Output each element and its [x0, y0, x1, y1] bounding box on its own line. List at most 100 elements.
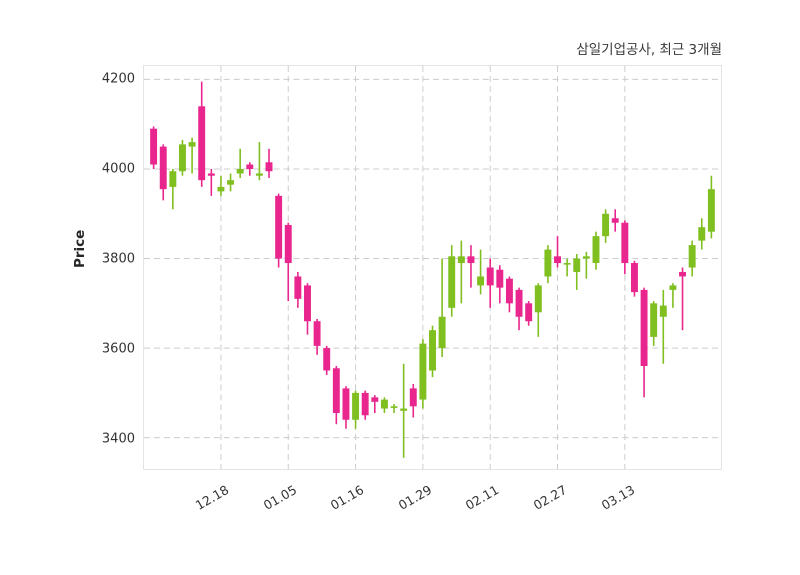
- x-axis-tick-label: 12.18: [192, 482, 232, 513]
- candlestick: [246, 162, 254, 176]
- candlestick: [275, 193, 283, 268]
- candlestick: [332, 366, 340, 425]
- candle-body: [438, 316, 446, 349]
- candle-body: [650, 303, 658, 337]
- x-axis-tick-label: 01.16: [328, 482, 367, 513]
- candlestick: [380, 397, 388, 414]
- candle-body: [409, 388, 417, 407]
- candlestick: [640, 287, 648, 398]
- candle-body: [486, 267, 494, 286]
- candle-body: [525, 303, 533, 322]
- plot-area: [143, 65, 722, 470]
- candle-body: [496, 269, 504, 288]
- candlestick: [304, 283, 311, 335]
- y-axis-tick-label: 4000: [101, 161, 135, 176]
- candlestick: [534, 283, 542, 337]
- candle-body: [255, 173, 263, 176]
- candle-body: [457, 256, 465, 264]
- candlestick: [227, 173, 235, 192]
- candle-body: [275, 195, 283, 259]
- candle-body: [429, 330, 436, 371]
- candlestick: [429, 325, 436, 378]
- candle-body: [669, 285, 677, 290]
- chart-title: 삼일기업공사, 최근 3개월: [576, 42, 722, 58]
- candle-body: [169, 171, 177, 187]
- candle-body: [602, 213, 610, 237]
- candle-body: [207, 173, 215, 176]
- candle-body: [659, 305, 667, 317]
- candlestick: [217, 175, 225, 196]
- candlestick: [207, 168, 215, 196]
- candlestick: [448, 245, 456, 317]
- y-axis-tick-label: 3400: [101, 431, 135, 446]
- candlestick: [659, 289, 667, 364]
- candle-body: [563, 263, 571, 265]
- candle-body: [217, 186, 225, 192]
- candle-body: [592, 236, 600, 264]
- candle-body: [246, 164, 254, 169]
- candle-body: [707, 189, 715, 232]
- candle-body: [419, 343, 427, 400]
- candlestick: [438, 258, 446, 358]
- candle-body: [611, 218, 619, 223]
- candlestick: [563, 258, 571, 277]
- candlestick: [467, 245, 475, 288]
- candle-body: [265, 162, 273, 172]
- candle-body: [390, 406, 398, 408]
- candle-body: [198, 106, 206, 181]
- candlestick: [457, 240, 465, 304]
- candlestick: [150, 126, 158, 169]
- candle-body: [236, 168, 244, 174]
- candlestick: [621, 220, 629, 275]
- candle-body: [400, 408, 408, 411]
- x-axis-tick-label: 01.05: [260, 482, 300, 513]
- candle-body: [361, 392, 369, 416]
- candle-body: [573, 258, 581, 272]
- candlestick: [630, 260, 638, 297]
- candlestick: [679, 267, 686, 331]
- candlestick: [265, 148, 273, 178]
- candlestick: [554, 236, 561, 268]
- candle-body: [698, 227, 706, 241]
- candle-body: [227, 180, 235, 185]
- candlestick: [284, 222, 292, 302]
- candlestick: [400, 363, 408, 458]
- candlestick: [592, 231, 600, 270]
- x-axis-tick-label: 03.13: [598, 482, 637, 513]
- candle-body: [448, 256, 456, 308]
- candlestick: [650, 301, 658, 346]
- candle-body: [640, 289, 648, 367]
- candlestick: [313, 318, 321, 355]
- candle-body: [515, 289, 523, 317]
- y-axis-tick-label: 3600: [101, 341, 135, 356]
- candlestick: [515, 287, 523, 331]
- candlestick: [525, 301, 533, 326]
- x-axis-tick-label: 02.11: [463, 482, 502, 513]
- candlestick: [169, 168, 177, 210]
- candle-body: [621, 222, 629, 264]
- candlestick: [477, 249, 485, 295]
- candle-body: [688, 245, 696, 268]
- candlestick: [486, 258, 494, 308]
- candlestick: [582, 251, 590, 279]
- candle-body: [554, 256, 561, 264]
- candlestick: [371, 395, 379, 414]
- candlestick: [409, 383, 417, 418]
- candlestick: [342, 386, 350, 429]
- candle-body: [150, 128, 158, 165]
- candlestick: [419, 339, 427, 409]
- candle-body: [188, 142, 196, 147]
- candle-body: [179, 144, 186, 172]
- candle-body: [332, 368, 340, 414]
- candlestick: [707, 175, 715, 239]
- candle-body: [505, 278, 513, 304]
- candle-body: [371, 397, 379, 402]
- candle-body: [284, 224, 292, 264]
- candlestick: [669, 283, 677, 308]
- candlestick: [698, 218, 706, 250]
- candle-body: [159, 146, 167, 190]
- candlestick: [236, 148, 244, 178]
- candlestick: [611, 209, 619, 232]
- candlestick: [602, 209, 610, 243]
